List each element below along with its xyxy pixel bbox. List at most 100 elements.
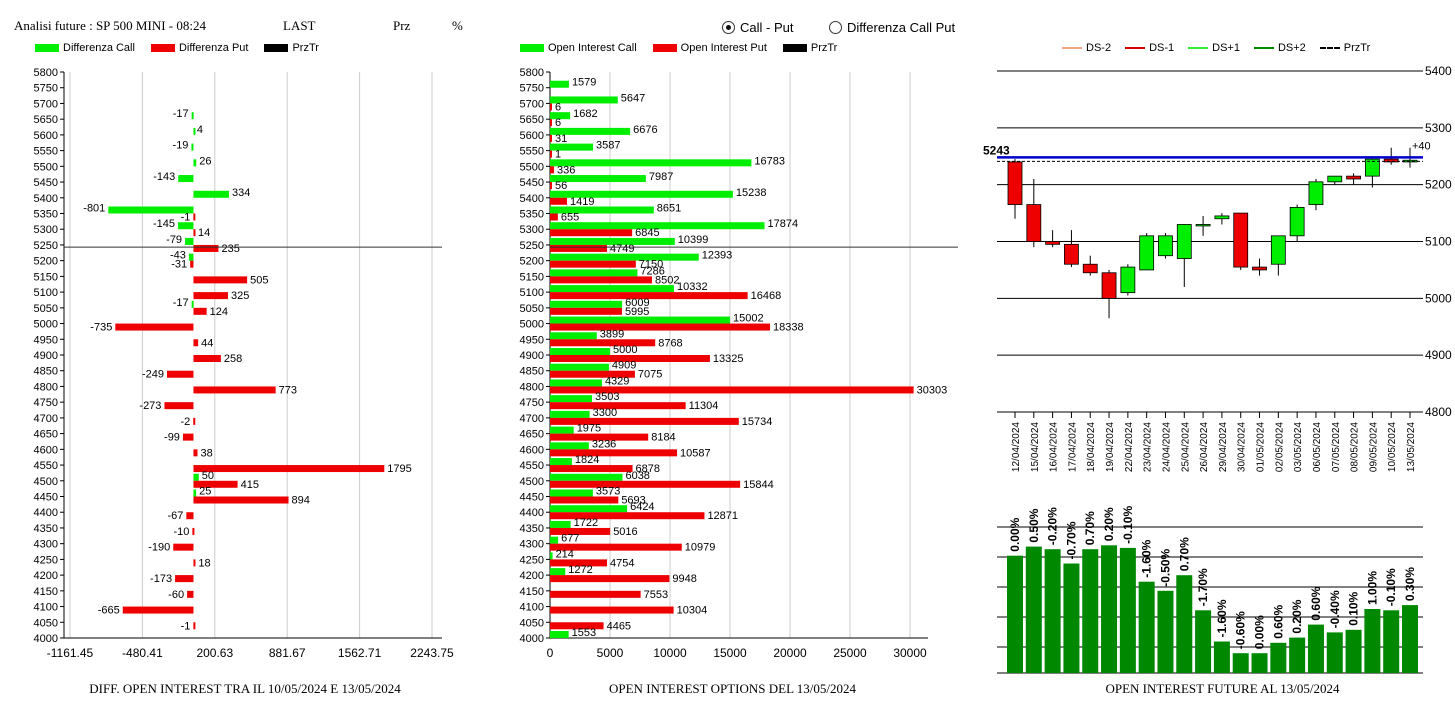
- y-tick-label: 5550: [34, 146, 58, 158]
- oi-bar: [1101, 545, 1118, 673]
- bar-oi-call: [550, 631, 569, 638]
- y-tick-label: 5150: [520, 271, 544, 283]
- date-label: 22/04/2024: [1124, 422, 1135, 472]
- bar-diff-call: [191, 300, 194, 308]
- radio-selected-icon: [722, 21, 735, 34]
- candle-body: [1270, 235, 1286, 265]
- legend-label: Open Interest Call: [548, 42, 637, 54]
- y-tick-label: 5700: [520, 98, 544, 110]
- y-tick-label: 5400: [520, 193, 544, 205]
- bar-oi-put: [550, 103, 552, 111]
- bar-diff-put: [193, 355, 221, 362]
- data-label: 235: [221, 243, 239, 255]
- legend-label: PrzTr: [810, 42, 838, 54]
- data-label: -1: [181, 212, 191, 224]
- legend-swatch: [652, 44, 677, 52]
- y-tick-label: 5350: [34, 209, 58, 221]
- bar-oi-put: [550, 606, 674, 614]
- bar-diff-put: [193, 465, 385, 473]
- data-label: 12393: [702, 250, 733, 262]
- data-label: 17874: [767, 218, 798, 230]
- data-label: 16468: [751, 290, 782, 302]
- bar-oi-put: [550, 370, 635, 378]
- data-label: 3587: [596, 140, 620, 152]
- bar-oi-put: [550, 166, 555, 174]
- bar-oi-call: [550, 536, 559, 544]
- oi-pct-label: -1.60%: [1140, 539, 1154, 577]
- bar-diff-call: [193, 473, 199, 481]
- legend-line: [1188, 47, 1209, 49]
- legend-label: Open Interest Put: [680, 42, 767, 54]
- radio-diff-label: Differenza Call Put: [847, 20, 956, 35]
- y-tick-label: 5100: [34, 287, 58, 299]
- bar-diff-put: [193, 339, 199, 347]
- page-title: Analisi future : SP 500 MINI - 08:24: [14, 18, 206, 33]
- bar-oi-put: [550, 559, 608, 567]
- date-label: 01/05/2024: [1256, 422, 1267, 472]
- candle-body: [1214, 215, 1230, 220]
- bar-oi-put: [550, 134, 552, 142]
- data-label: 4909: [612, 360, 636, 372]
- data-label: 8768: [658, 337, 682, 349]
- bar-diff-call: [178, 175, 194, 183]
- x-tick-label: 30000: [893, 646, 927, 660]
- radio-diff-call-put[interactable]: Differenza Call Put: [829, 20, 955, 35]
- bar-diff-call: [193, 190, 229, 198]
- data-label: 6676: [633, 124, 657, 136]
- legend-line: [1062, 47, 1082, 49]
- data-label: 124: [210, 306, 228, 318]
- data-label: 6424: [630, 501, 654, 513]
- candle-body: [1195, 224, 1211, 227]
- data-label: 4329: [605, 375, 629, 387]
- candle-body: [1045, 241, 1061, 245]
- y-tick-label: 4400: [520, 507, 544, 519]
- bar-diff-put: [193, 480, 238, 488]
- oi-pct-label: 0.20%: [1290, 599, 1304, 633]
- bar-oi-put: [550, 590, 641, 598]
- oi-pct-label: -0.20%: [1046, 507, 1060, 545]
- y-tick-label: 5500: [520, 161, 544, 173]
- radio-unselected-icon: [829, 21, 842, 34]
- radio-call-put[interactable]: Call - Put: [722, 20, 793, 35]
- data-label: 6038: [625, 470, 649, 482]
- candle-body: [1139, 235, 1155, 271]
- candle-body: [1158, 235, 1173, 257]
- bar-oi-put: [550, 402, 686, 410]
- bar-oi-call: [550, 363, 609, 371]
- data-label: 4465: [607, 620, 631, 632]
- bar-diff-put: [192, 527, 195, 535]
- oi-bar: [1307, 624, 1324, 673]
- data-label: -67: [167, 510, 183, 522]
- y-tick-label: 4300: [520, 539, 544, 551]
- bar-oi-call: [550, 473, 623, 481]
- data-label: -2: [180, 416, 190, 428]
- data-label: 8502: [655, 274, 679, 286]
- y-tick-label: 5450: [34, 177, 58, 189]
- candle-body: [1176, 224, 1192, 259]
- y-tick-label: 4650: [520, 429, 544, 441]
- x-tick-label: 1562.71: [338, 646, 382, 660]
- bar-oi-call: [550, 222, 765, 230]
- data-label: 7553: [644, 589, 668, 601]
- oi-pct-label: 0.70%: [1177, 537, 1191, 571]
- oi-bar: [1157, 590, 1174, 673]
- oi-pct-label: -0.60%: [1234, 611, 1248, 649]
- data-label: 415: [241, 479, 259, 491]
- y-tick-label: 4750: [520, 397, 544, 409]
- y-tick-label: 4850: [34, 366, 58, 378]
- data-label: -173: [150, 573, 172, 585]
- bar-diff-put: [187, 590, 194, 598]
- data-label: 7987: [649, 171, 673, 183]
- data-label: -145: [153, 218, 175, 230]
- data-label: 9948: [672, 573, 696, 585]
- candle-body: [1101, 272, 1117, 299]
- bar-diff-put: [190, 260, 194, 268]
- data-label: 15844: [743, 479, 774, 491]
- data-label: -735: [90, 322, 112, 334]
- bar-diff-call: [108, 206, 194, 214]
- bar-diff-put: [193, 276, 248, 284]
- bar-oi-call: [550, 175, 646, 183]
- bar-oi-put: [550, 276, 653, 284]
- caption-right: OPEN INTEREST FUTURE AL 13/05/2024: [1105, 681, 1340, 696]
- bar-oi-put: [550, 213, 558, 221]
